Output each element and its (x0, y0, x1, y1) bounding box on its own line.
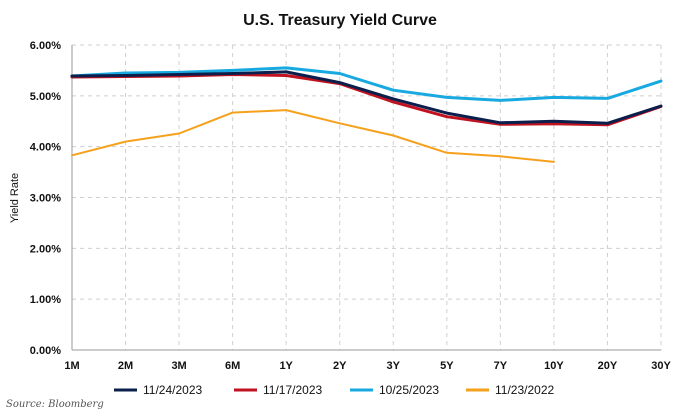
x-tick-label: 7Y (494, 360, 508, 372)
x-tick-label: 6M (225, 360, 240, 372)
legend-label: 10/25/2023 (379, 383, 439, 397)
x-tick-label: 3Y (387, 360, 401, 372)
y-tick-label: 1.00% (30, 294, 61, 306)
legend: 11/24/2023 11/17/2023 10/25/2023 11/23/2022 (114, 383, 554, 397)
x-tick-label: 5Y (440, 360, 454, 372)
x-tick-layer: 1M 2M 3M 6M 1Y 2Y 3Y 5Y 7Y 10Y 20Y 30Y (64, 360, 671, 372)
legend-label: 11/23/2022 (495, 383, 554, 397)
x-tick-label: 1M (64, 360, 79, 372)
y-tick-label: 2.00% (30, 243, 61, 255)
y-tick-label: 5.00% (30, 91, 61, 103)
axis-layer (71, 45, 661, 351)
x-tick-label: 3M (171, 360, 186, 372)
series-line-11-24-2023 (70, 70, 663, 125)
legend-label: 11/17/2023 (263, 383, 322, 397)
legend-label: 11/24/2023 (143, 383, 202, 397)
series-layer (70, 66, 663, 163)
x-tick-label: 2Y (333, 360, 347, 372)
x-tick-label: 20Y (598, 360, 618, 372)
series-line-10-25-2023 (70, 66, 663, 102)
y-tick-label: 3.00% (30, 193, 61, 205)
y-tick-label: 0.00% (30, 345, 61, 357)
series-line-11-23-2022 (71, 109, 555, 163)
x-tick-label: 2M (118, 360, 133, 372)
grid-layer (72, 44, 662, 350)
source-note: Source: Bloomberg (6, 399, 104, 410)
y-tick-label: 4.00% (30, 142, 61, 154)
y-axis-label: Yield Rate (9, 173, 21, 223)
chart-title: U.S. Treasury Yield Curve (243, 12, 437, 29)
y-tick-layer: 0.00% 1.00% 2.00% 3.00% 4.00% 5.00% 6.00% (30, 40, 61, 357)
x-tick-label: 10Y (544, 360, 564, 372)
y-tick-label: 6.00% (30, 40, 61, 52)
x-tick-label: 1Y (279, 360, 293, 372)
x-tick-label: 30Y (651, 360, 671, 372)
